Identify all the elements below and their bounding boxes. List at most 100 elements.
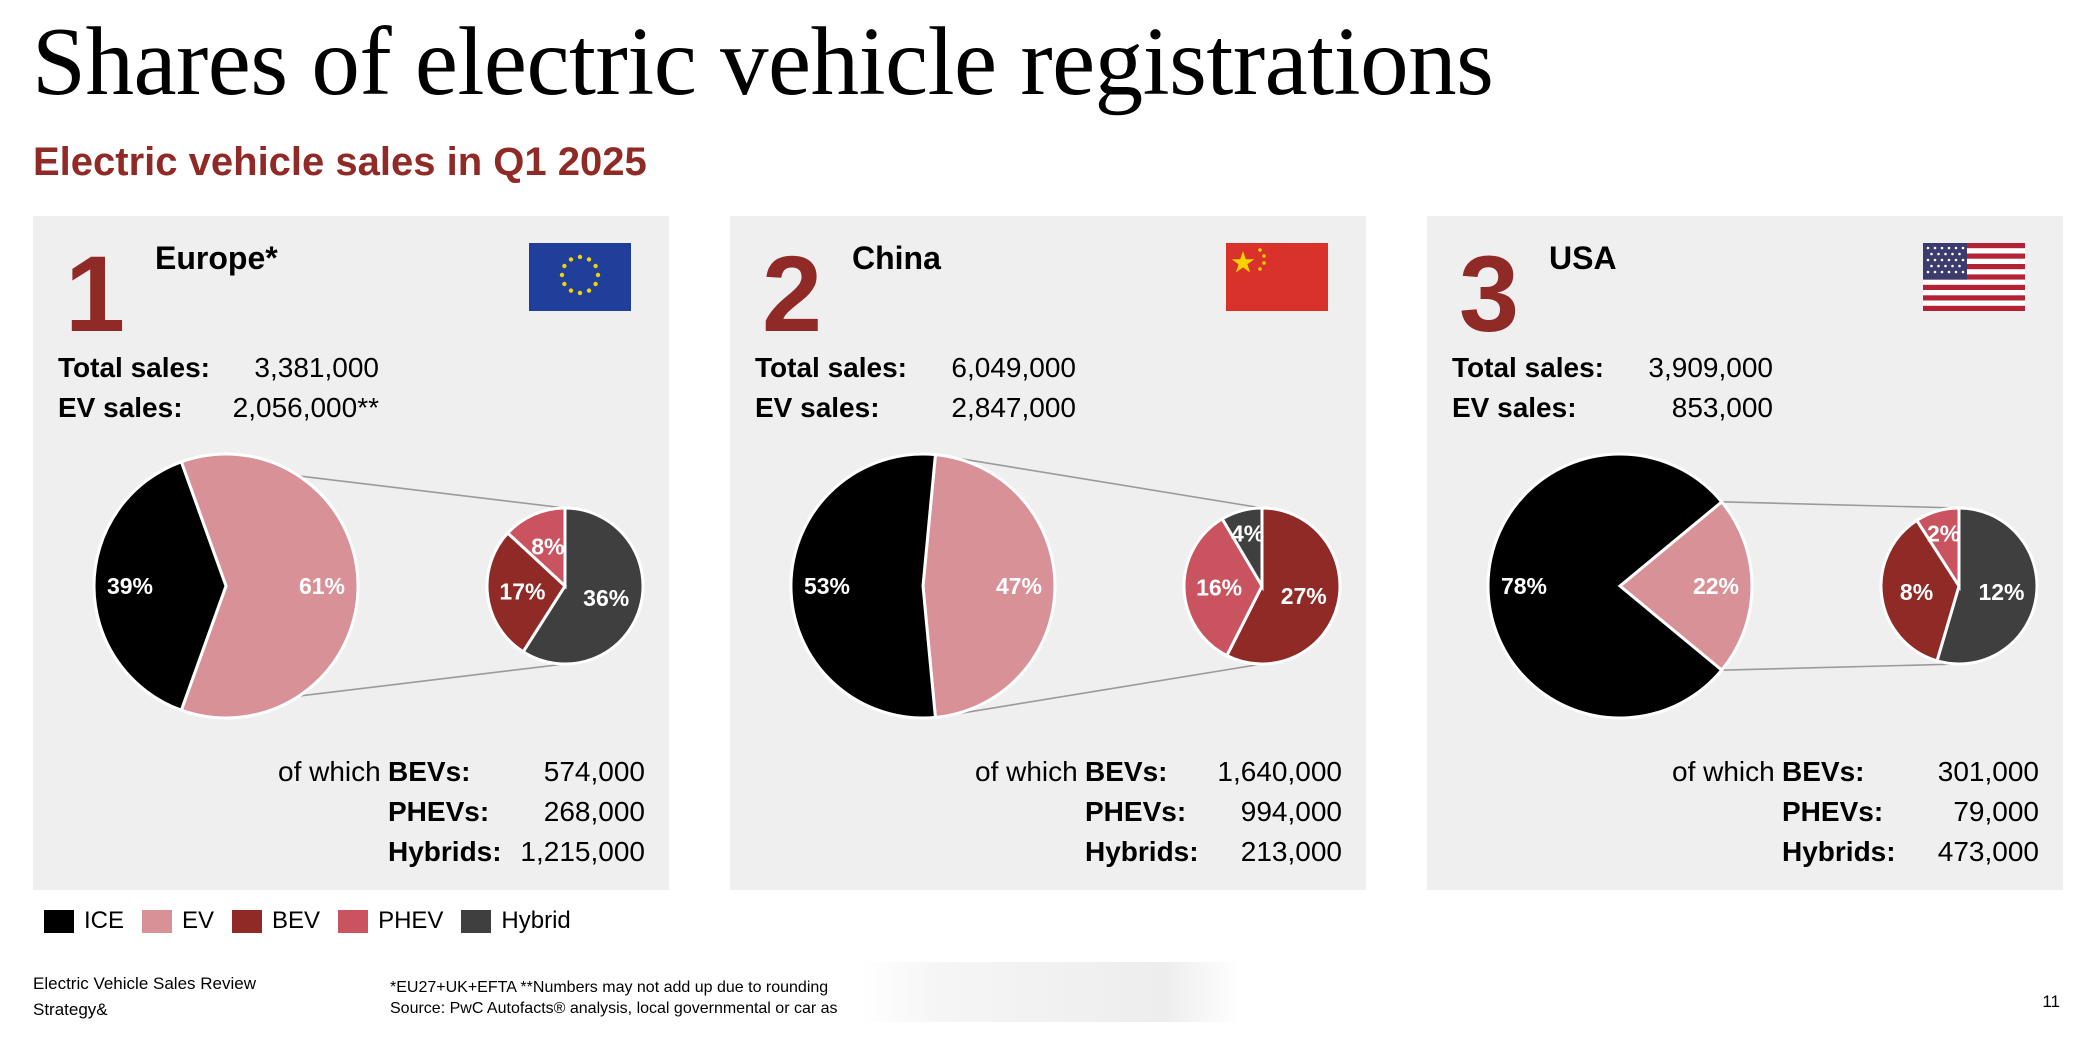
hybrids-value: 213,000 <box>1240 836 1342 867</box>
total-sales-label: Total sales: <box>755 352 907 383</box>
phevs-label: PHEVs: <box>1782 796 1884 827</box>
page-title: Shares of electric vehicle registrations <box>32 8 1494 115</box>
region-name: USA <box>1549 240 1617 276</box>
ev-sales-value: 2,847,000 <box>951 392 1076 423</box>
breakdown-slice-bev <box>1879 518 1961 663</box>
legend-swatch <box>142 909 173 933</box>
legend-label: BEV <box>272 907 321 934</box>
total-sales-label: Total sales: <box>1452 352 1604 383</box>
of-which-label: of which <box>278 756 381 787</box>
region-panel-usa: 3 USA Total sales: 3,909,000 EV sales: 8… <box>1427 216 2063 890</box>
pie-slice-ev <box>1617 499 1754 673</box>
breakdown-slice-phev <box>1914 506 1961 592</box>
pie-slice-ice <box>1486 452 1724 720</box>
breakdown-slice-hybrid <box>521 506 645 666</box>
legend-swatch <box>232 909 263 933</box>
pie-chart-china: 47% 53% 27% 16% 4% <box>789 452 1342 720</box>
breakdown-label-phev: 16% <box>1196 574 1242 600</box>
bevs-value: 301,000 <box>1937 756 2039 787</box>
pie-label-ev: 47% <box>996 573 1042 599</box>
legend-swatch <box>461 909 492 933</box>
page-number: 11 <box>2042 992 2060 1011</box>
total-sales-value: 3,381,000 <box>254 352 379 383</box>
connector-line-bottom <box>935 663 1263 719</box>
pie-slice-ev <box>179 452 360 720</box>
pie-slice-ev <box>921 452 1057 720</box>
hybrids-label: Hybrids: <box>1782 836 1896 867</box>
breakdown-label-hybrid: 12% <box>1978 579 2024 605</box>
usa-flag-icon <box>1923 243 2025 311</box>
legend-label: ICE <box>84 907 125 934</box>
legend-item-ice: ICE <box>44 907 124 935</box>
phevs-value: 268,000 <box>543 796 645 827</box>
breakdown-label-bev: 27% <box>1281 583 1327 609</box>
hybrids-value: 1,215,000 <box>520 836 645 867</box>
region-panel-europe: 1 Europe* Total sales: 3,381,000 EV sale… <box>33 216 669 890</box>
pie-chart-europe: 61% 39% 36% 17% 8% <box>92 452 645 720</box>
source-note: Source: PwC Autofacts® analysis, local g… <box>390 1000 838 1017</box>
rank-number: 1 <box>65 233 126 354</box>
connector-line-top <box>935 453 1263 509</box>
pie-label-ice: 53% <box>804 573 850 599</box>
legend-item-ev: EV <box>142 907 214 935</box>
pie-chart-usa: 22% 78% 12% 8% 2% <box>1486 452 2039 720</box>
hybrids-label: Hybrids: <box>1085 836 1199 867</box>
legend-label: PHEV <box>378 907 444 934</box>
hybrids-label: Hybrids: <box>388 836 502 867</box>
breakdown-slice-hybrid <box>1935 506 2039 666</box>
breakdown-label-phev: 8% <box>531 534 564 560</box>
total-sales-value: 6,049,000 <box>951 352 1076 383</box>
breakdown-label-bev: 8% <box>1900 579 1933 605</box>
breakdown-label-bev: 17% <box>499 579 545 605</box>
region-name: Europe* <box>155 240 278 276</box>
breakdown-label-phev: 2% <box>1927 521 1960 547</box>
bevs-label: BEVs: <box>388 756 471 787</box>
pie-label-ice: 78% <box>1501 573 1547 599</box>
brand-name: Strategy& <box>33 1000 108 1019</box>
legend-item-bev: BEV <box>232 907 320 935</box>
of-which-label: of which <box>1672 756 1775 787</box>
ev-sales-value: 853,000 <box>1671 392 1773 423</box>
ev-sales-label: EV sales: <box>755 392 880 423</box>
china-flag-icon <box>1226 243 1328 311</box>
bevs-value: 574,000 <box>543 756 645 787</box>
page-subtitle: Electric vehicle sales in Q1 2025 <box>33 140 647 184</box>
breakdown-slice-bev <box>1224 506 1342 666</box>
pie-label-ev: 61% <box>299 573 345 599</box>
footnote: *EU27+UK+EFTA **Numbers may not add up d… <box>390 979 829 996</box>
ev-sales-label: EV sales: <box>1452 392 1577 423</box>
region-panel-china: 2 China Total sales: 6,049,000 EV sales:… <box>730 216 1366 890</box>
legend-swatch <box>338 909 369 933</box>
legend-item-phev: PHEV <box>338 907 443 935</box>
breakdown-label-hybrid: 36% <box>583 585 629 611</box>
pie-label-ice: 39% <box>107 573 153 599</box>
ev-sales-value: 2,056,000** <box>232 392 379 423</box>
legend-label: Hybrid <box>501 907 571 934</box>
bevs-label: BEVs: <box>1782 756 1865 787</box>
total-sales-label: Total sales: <box>58 352 210 383</box>
legend-item-hybrid: Hybrid <box>461 907 571 935</box>
phevs-label: PHEVs: <box>388 796 490 827</box>
rank-number: 2 <box>762 233 823 354</box>
bevs-label: BEVs: <box>1085 756 1168 787</box>
connector-line-bottom <box>1721 663 1960 671</box>
ev-sales-label: EV sales: <box>58 392 183 423</box>
breakdown-slice-phev <box>1182 516 1264 658</box>
rank-number: 3 <box>1459 233 1520 354</box>
phevs-label: PHEVs: <box>1085 796 1187 827</box>
connector-line-top <box>1721 501 1960 509</box>
breakdown-slice-bev <box>485 530 567 654</box>
total-sales-value: 3,909,000 <box>1648 352 1773 383</box>
breakdown-label-hybrid: 4% <box>1231 520 1264 546</box>
chart-legend: ICE EV BEV PHEV Hybrid <box>44 905 589 937</box>
pie-slice-ice <box>789 452 938 720</box>
eu-flag-icon <box>529 243 631 311</box>
legend-label: EV <box>182 907 215 934</box>
bevs-value: 1,640,000 <box>1217 756 1342 787</box>
breakdown-slice-phev <box>505 506 567 590</box>
phevs-value: 79,000 <box>1953 796 2039 827</box>
phevs-value: 994,000 <box>1240 796 1342 827</box>
region-name: China <box>852 240 941 276</box>
report-name: Electric Vehicle Sales Review <box>33 974 256 993</box>
pie-label-ev: 22% <box>1693 573 1739 599</box>
